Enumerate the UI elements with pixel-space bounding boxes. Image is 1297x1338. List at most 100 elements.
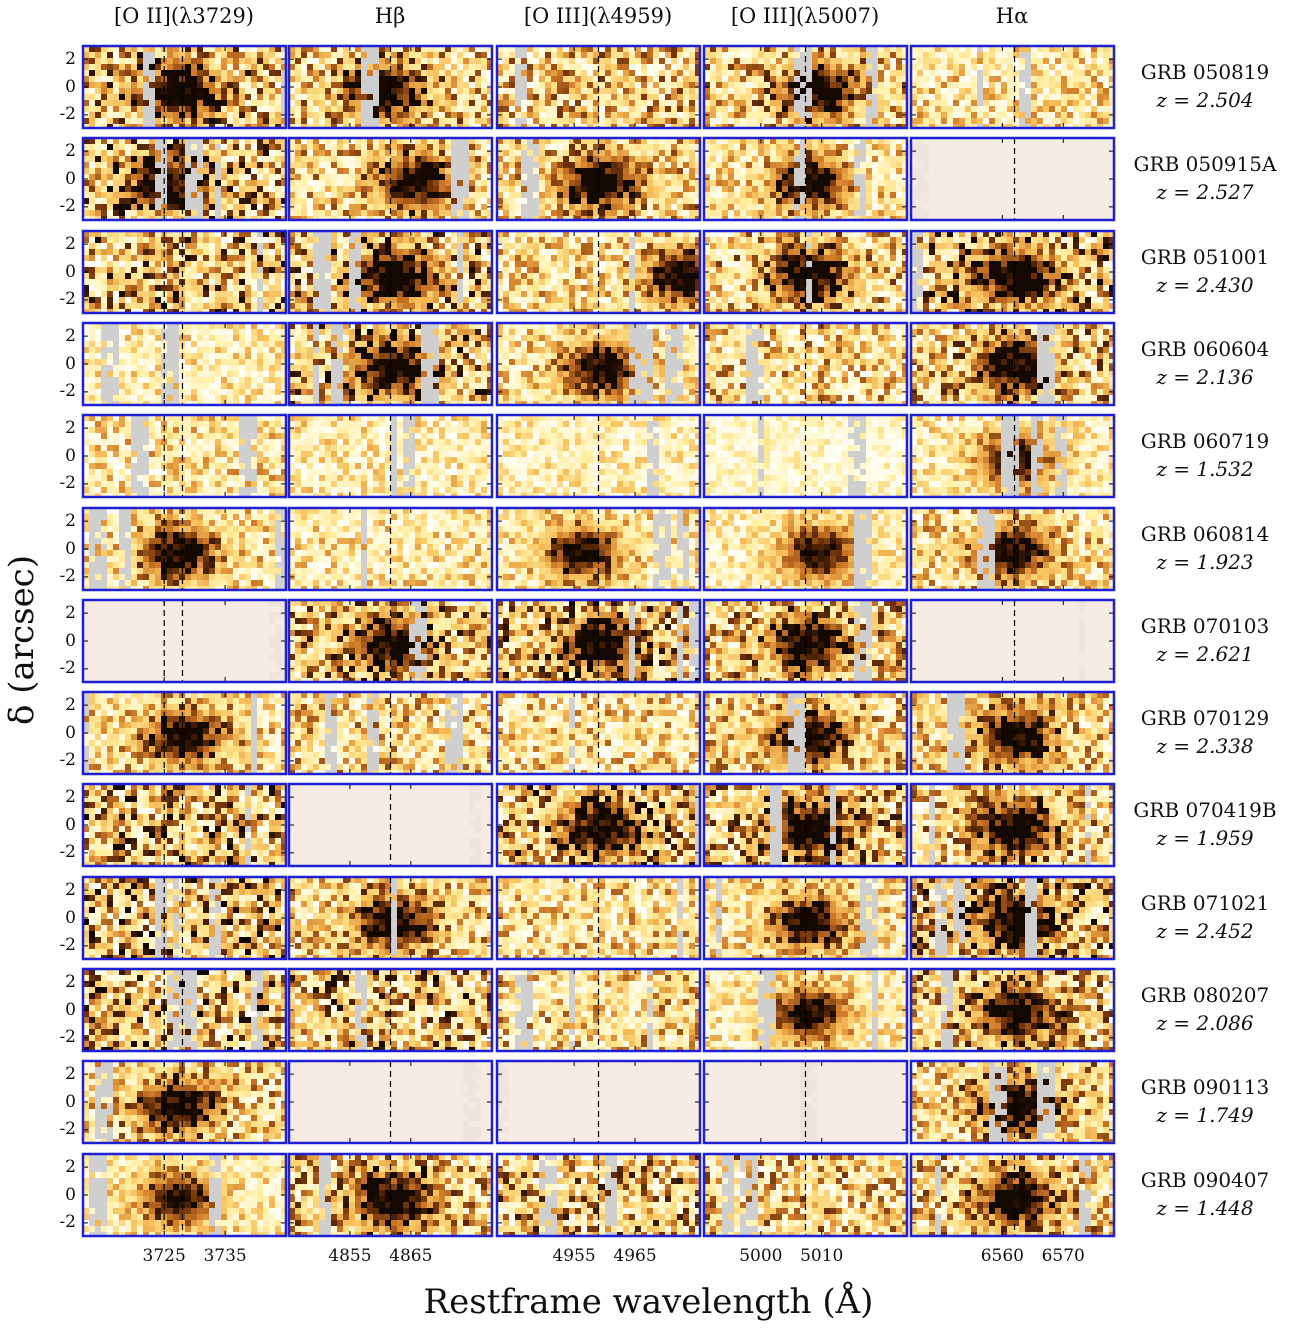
spectrum-panel	[495, 782, 702, 868]
x-tick-label: 6560	[967, 1246, 1037, 1266]
redshift: z = 2.504	[1113, 86, 1297, 114]
panel-border	[81, 1059, 288, 1145]
grb-name: GRB 071021	[1113, 889, 1297, 917]
spectrum-panel	[495, 690, 702, 776]
y-tick-label: 2	[46, 419, 76, 437]
grb-label: GRB 080207 z = 2.086	[1113, 981, 1297, 1037]
grb-name: GRB 060719	[1113, 427, 1297, 455]
panel-border	[702, 967, 909, 1053]
y-tick-label: 0	[46, 724, 76, 742]
grb-label: GRB 070103 z = 2.621	[1113, 612, 1297, 668]
redshift: z = 1.959	[1113, 824, 1297, 852]
y-tick-label: 2	[46, 973, 76, 991]
spectrum-panel	[702, 690, 909, 776]
panel-border	[702, 506, 909, 592]
grb-name: GRB 090113	[1113, 1073, 1297, 1101]
panel-border	[702, 229, 909, 315]
spectrum-panel	[495, 44, 702, 130]
spectrum-panel	[81, 967, 288, 1053]
spectrum-panel	[702, 598, 909, 684]
spectrum-panel	[81, 321, 288, 407]
y-tick-label: 2	[46, 696, 76, 714]
x-tick-label: 4965	[600, 1246, 670, 1266]
panel-border	[287, 967, 494, 1053]
spectrum-panel	[287, 44, 494, 130]
spectrum-panel	[287, 1152, 494, 1238]
x-tick-label: 3735	[190, 1246, 260, 1266]
spectrum-panel	[287, 967, 494, 1053]
panel-border	[909, 875, 1116, 961]
column-title: Hβ	[287, 4, 493, 28]
panel-border	[81, 782, 288, 868]
panel-border	[702, 782, 909, 868]
spectrum-panel	[495, 875, 702, 961]
spectrum-panel	[495, 413, 702, 499]
spectrum-panel	[495, 598, 702, 684]
redshift: z = 1.448	[1113, 1194, 1297, 1222]
spectrum-panel	[287, 229, 494, 315]
grb-label: GRB 070419B z = 1.959	[1113, 796, 1297, 852]
spectrum-panel	[495, 136, 702, 222]
spectrum-panel	[81, 690, 288, 776]
spectrum-panel	[909, 229, 1116, 315]
y-tick-label: -2	[46, 1121, 76, 1138]
panel-border	[81, 229, 288, 315]
y-axis-label: δ (arcsec)	[2, 555, 42, 725]
panel-border	[287, 1152, 494, 1238]
spectrum-panel	[81, 875, 288, 961]
panel-border	[495, 690, 702, 776]
spectrum-panel	[287, 1059, 494, 1145]
panel-border	[702, 598, 909, 684]
column-title: [O III](λ5007)	[702, 4, 908, 28]
grb-label: GRB 050819 z = 2.504	[1113, 58, 1297, 114]
spectrum-panel	[702, 44, 909, 130]
spectrum-panel	[495, 1152, 702, 1238]
panel-border	[81, 598, 288, 684]
spectrum-panel	[909, 690, 1116, 776]
spectrum-panel	[702, 1152, 909, 1238]
panel-border	[495, 1059, 702, 1145]
panel-border	[287, 782, 494, 868]
panel-border	[287, 229, 494, 315]
panel-border	[909, 413, 1116, 499]
spectrum-panel	[81, 782, 288, 868]
panel-border	[287, 413, 494, 499]
grb-label: GRB 070129 z = 2.338	[1113, 704, 1297, 760]
panel-border	[702, 44, 909, 130]
y-tick-label: 0	[46, 1001, 76, 1019]
y-tick-label: 0	[46, 1186, 76, 1204]
panel-border	[81, 875, 288, 961]
redshift: z = 1.532	[1113, 455, 1297, 483]
grb-name: GRB 070129	[1113, 704, 1297, 732]
y-tick-label: -2	[46, 383, 76, 400]
grb-name: GRB 090407	[1113, 1166, 1297, 1194]
grb-name: GRB 060814	[1113, 520, 1297, 548]
panel-border	[495, 506, 702, 592]
x-tick-label: 4865	[376, 1246, 446, 1266]
grb-label: GRB 051001 z = 2.430	[1113, 243, 1297, 299]
x-tick-label: 6570	[1028, 1246, 1098, 1266]
x-tick-label: 5000	[726, 1246, 796, 1266]
panel-border	[909, 1152, 1116, 1238]
redshift: z = 2.086	[1113, 1009, 1297, 1037]
y-tick-label: -2	[46, 660, 76, 677]
panel-border	[81, 967, 288, 1053]
panel-border	[287, 875, 494, 961]
panel-border	[81, 136, 288, 222]
panel-border	[287, 1059, 494, 1145]
panel-border	[81, 690, 288, 776]
panel-border	[81, 321, 288, 407]
panel-border	[495, 136, 702, 222]
grb-name: GRB 051001	[1113, 243, 1297, 271]
panel-border	[909, 229, 1116, 315]
panel-border	[702, 1152, 909, 1238]
panel-border	[909, 1059, 1116, 1145]
grb-label: GRB 060719 z = 1.532	[1113, 427, 1297, 483]
panel-border	[495, 413, 702, 499]
x-tick-label: 4855	[315, 1246, 385, 1266]
grb-name: GRB 080207	[1113, 981, 1297, 1009]
grb-name: GRB 070103	[1113, 612, 1297, 640]
y-tick-label: 0	[46, 1093, 76, 1111]
panel-border	[287, 321, 494, 407]
